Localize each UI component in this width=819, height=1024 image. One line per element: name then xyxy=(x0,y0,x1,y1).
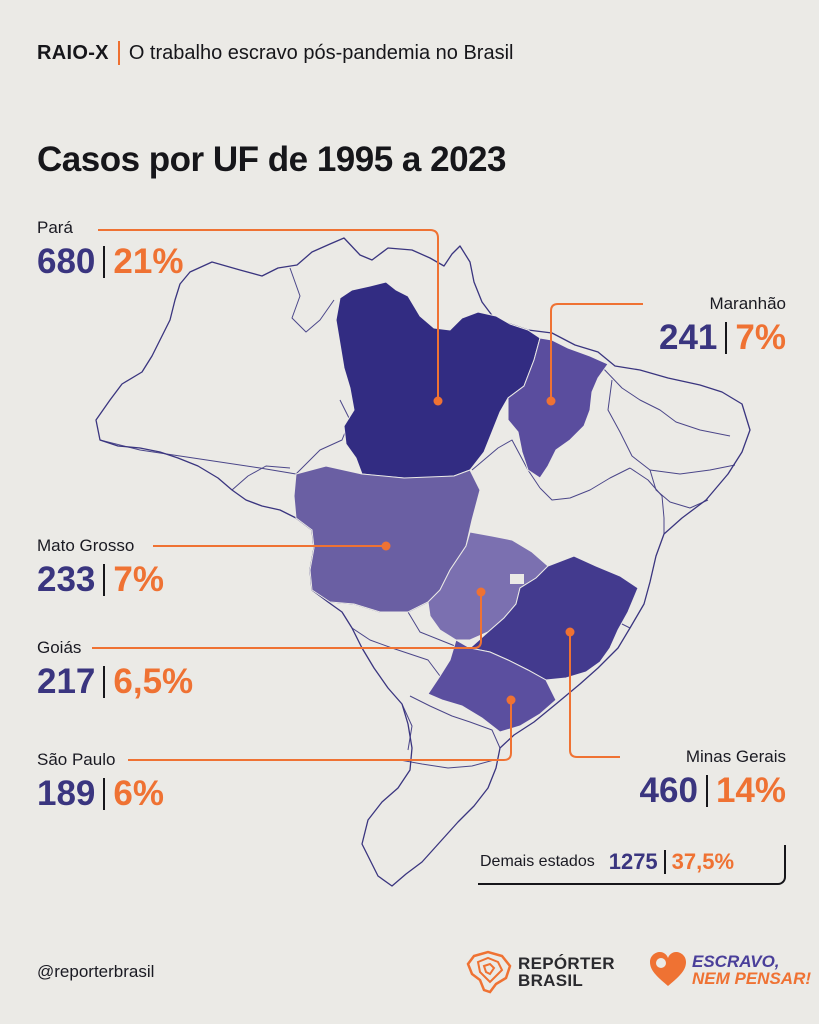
reporter-line1: REPÓRTER xyxy=(518,954,615,973)
escravo-nem-pensar-logo: ESCRAVO, NEM PENSAR! xyxy=(648,950,811,990)
state-percent: 14% xyxy=(715,771,786,810)
divider xyxy=(103,778,106,810)
state-cases: 241 xyxy=(659,318,718,357)
leader-line-goias xyxy=(92,592,482,649)
others-percent: 37,5% xyxy=(671,849,735,874)
label-sao-paulo: São Paulo 189 6% xyxy=(37,750,164,814)
label-maranhao: Maranhão 241 7% xyxy=(600,294,786,358)
map-title: Casos por UF de 1995 a 2023 xyxy=(37,140,506,179)
leader-lines xyxy=(92,229,643,761)
divider xyxy=(103,564,106,596)
state-cases: 189 xyxy=(37,774,96,813)
state-name: Minas Gerais xyxy=(685,747,786,766)
leader-line-maranhao xyxy=(550,303,643,401)
label-para: Pará 680 21% xyxy=(37,218,183,282)
escravo-line1: ESCRAVO, xyxy=(692,952,780,971)
state-name: Pará xyxy=(37,218,73,237)
state-cases: 217 xyxy=(37,662,96,701)
others-cases: 1275 xyxy=(608,849,658,874)
header-tag: RAIO-X xyxy=(37,41,109,64)
reporter-line2: BRASIL xyxy=(518,971,584,990)
leader-line-sao-paulo xyxy=(128,700,512,761)
state-cases: 233 xyxy=(37,560,96,599)
state-name: Maranhão xyxy=(709,294,786,313)
header-subtitle: O trabalho escravo pós-pandemia no Brasi… xyxy=(128,41,514,64)
dot-goias xyxy=(476,587,486,597)
leader-dots xyxy=(381,396,575,705)
brazil-outline xyxy=(95,237,751,887)
state-percent: 6,5% xyxy=(113,662,194,701)
divider xyxy=(663,850,666,874)
state-name: São Paulo xyxy=(37,750,116,769)
dot-maranhao xyxy=(546,396,556,406)
heart-bubble-icon xyxy=(650,952,686,986)
leader-line-para xyxy=(98,229,439,401)
label-minas-gerais: Minas Gerais 460 14% xyxy=(600,747,786,811)
state-cases: 460 xyxy=(639,771,698,810)
label-goias: Goiás 217 6,5% xyxy=(37,638,193,702)
divider xyxy=(103,666,106,698)
state-borders xyxy=(99,267,736,769)
state-name: Goiás xyxy=(37,638,82,657)
others-name: Demais estados xyxy=(480,853,595,870)
header: RAIO-X O trabalho escravo pós-pandemia n… xyxy=(37,41,513,65)
state-percent: 7% xyxy=(113,560,164,599)
state-percent: 21% xyxy=(113,242,184,281)
divider xyxy=(725,322,728,354)
fingerprint-map-icon xyxy=(466,950,512,994)
label-mato-grosso: Mato Grosso 233 7% xyxy=(37,536,164,600)
state-minas-gerais xyxy=(468,555,639,681)
dot-para xyxy=(433,396,443,406)
state-maranhao xyxy=(507,337,609,479)
state-percent: 7% xyxy=(735,318,786,357)
leader-line-minas-gerais xyxy=(569,632,620,758)
social-handle: @reporterbrasil xyxy=(37,962,155,981)
divider xyxy=(103,246,106,278)
dot-sao-paulo xyxy=(506,695,516,705)
divider xyxy=(705,775,708,807)
state-sao-paulo xyxy=(427,639,557,733)
df-cutout xyxy=(510,574,524,584)
state-name: Mato Grosso xyxy=(37,536,135,555)
reporter-brasil-logo: REPÓRTER BRASIL xyxy=(466,950,615,994)
state-percent: 6% xyxy=(113,774,164,813)
others-summary: Demais estados 1275 37,5% xyxy=(478,845,786,885)
escravo-line2: NEM PENSAR! xyxy=(692,969,812,988)
header-divider xyxy=(117,41,120,65)
state-cases: 680 xyxy=(37,242,96,281)
dot-minas-gerais xyxy=(565,627,575,637)
dot-mato-grosso xyxy=(381,541,391,551)
others-bracket xyxy=(478,845,786,885)
